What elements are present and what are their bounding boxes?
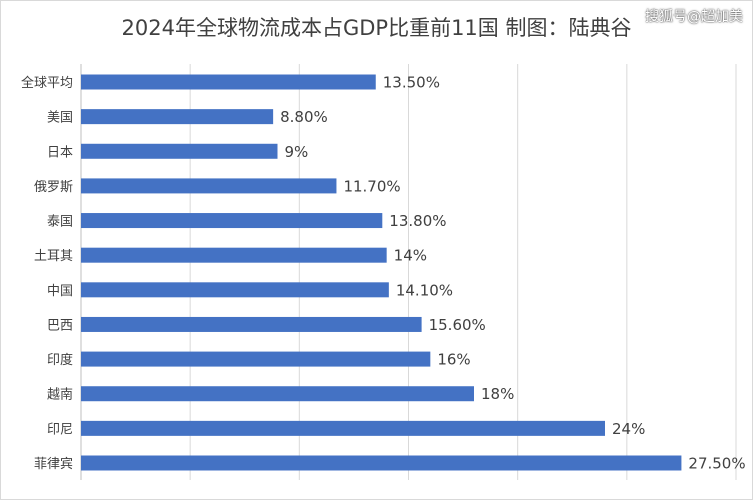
data-label: 18%: [481, 385, 514, 403]
bar: [81, 109, 274, 125]
bar: [81, 74, 376, 90]
category-label: 印尼: [47, 422, 73, 437]
data-label: 13.80%: [389, 212, 446, 230]
category-label: 泰国: [47, 215, 73, 230]
data-label: 14%: [394, 247, 427, 265]
data-label: 13.50%: [383, 74, 440, 92]
gridlines: [80, 64, 737, 480]
data-label: 11.70%: [343, 177, 400, 195]
data-labels: 13.50% 8.80% 9% 11.70% 13.80% 14% 14.10% 15.60%…: [280, 74, 745, 473]
category-label: 俄罗斯: [34, 180, 73, 195]
category-label: 美国: [47, 111, 73, 126]
bars: [81, 74, 682, 471]
category-label: 中国: [47, 284, 73, 299]
bar: [81, 351, 431, 367]
category-label: 菲律宾: [34, 456, 73, 472]
bar: [81, 455, 682, 471]
bar: [81, 213, 383, 229]
data-label: 24%: [612, 420, 645, 438]
bar: [81, 247, 387, 263]
bar: [81, 282, 389, 298]
category-label: 越南: [47, 387, 73, 403]
chart-title: 2024年全球物流成本占GDP比重前11国 制图：陆典谷: [121, 16, 632, 40]
data-label: 8.80%: [280, 108, 328, 126]
watermark: 搜狐号@超加美: [645, 9, 743, 25]
category-label: 日本: [47, 145, 73, 160]
data-label: 15.60%: [429, 316, 486, 334]
bar: [81, 143, 278, 159]
category-label: 全球平均: [21, 75, 73, 91]
category-label: 巴西: [47, 318, 73, 333]
bar: [81, 386, 474, 402]
bar: [81, 420, 605, 436]
category-label: 土耳其: [34, 249, 73, 264]
data-label: 16%: [437, 351, 470, 369]
bar: [81, 178, 337, 194]
data-label: 14.10%: [396, 281, 453, 299]
data-label: 27.50%: [688, 455, 745, 473]
category-label: 印度: [47, 352, 73, 368]
data-label: 9%: [285, 143, 309, 161]
bar: [81, 316, 422, 332]
